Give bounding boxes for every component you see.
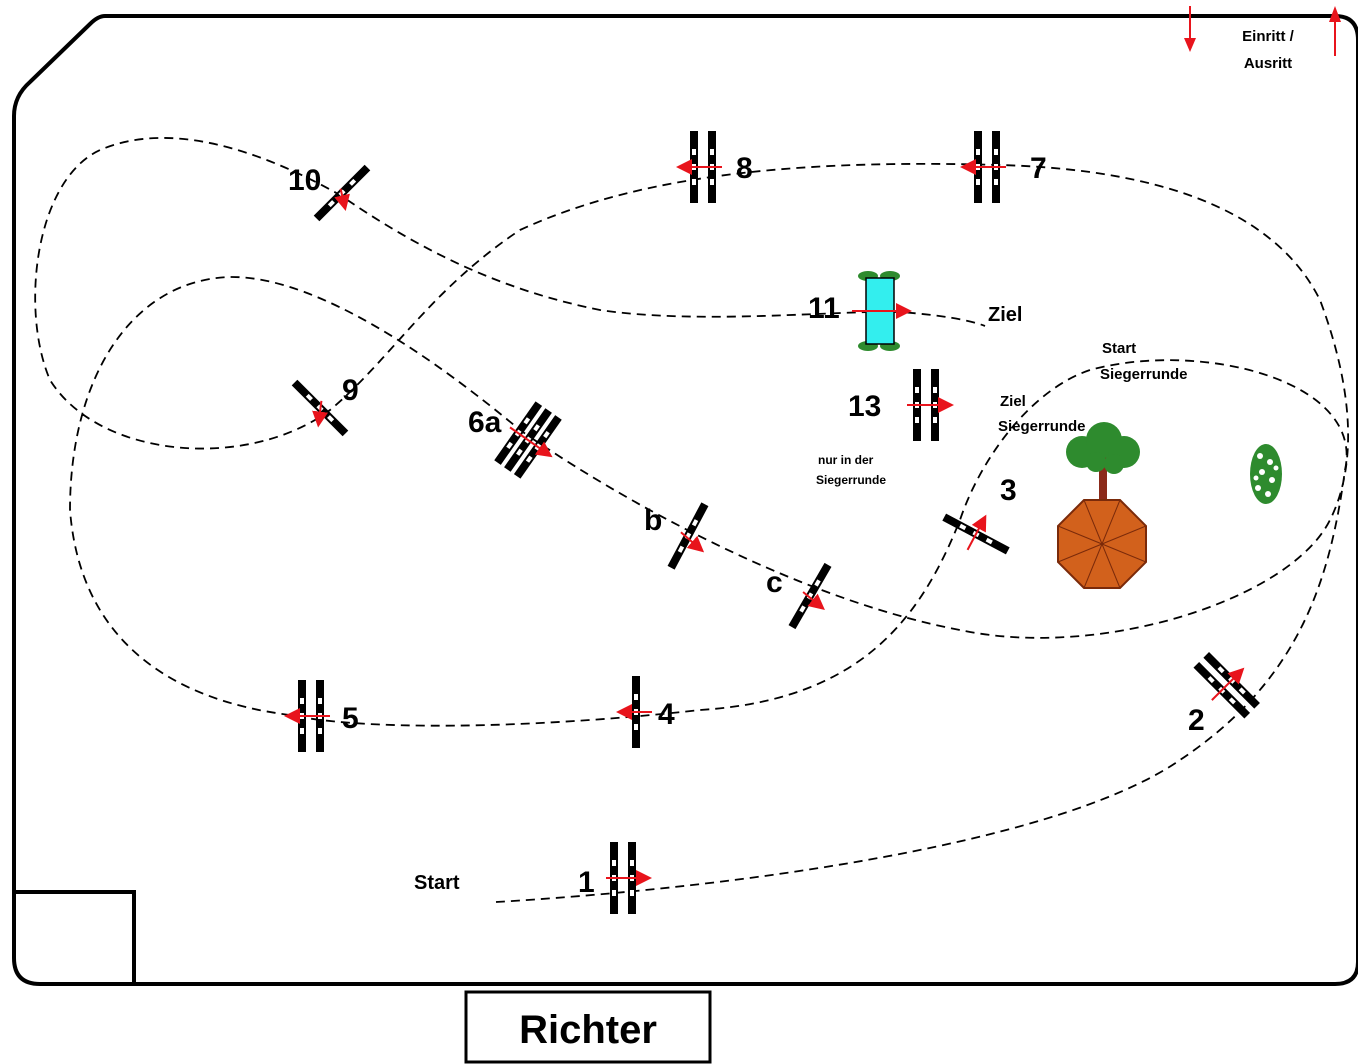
obstacle-1-label: 1 [578, 866, 595, 899]
obstacle-5-label: 5 [342, 702, 359, 735]
obstacle-6b-label: b [644, 504, 662, 537]
obstacle-8: 8 [676, 131, 753, 203]
direction-arrow-icon [966, 514, 987, 551]
obstacle-10-label: 10 [288, 164, 321, 197]
obstacle-4-label: 4 [658, 698, 675, 731]
obstacle-6a-label: 6a [468, 406, 502, 439]
obstacle-3 [942, 513, 1010, 555]
obstacle-10 [313, 164, 371, 222]
obstacle-6c [788, 562, 832, 630]
finish-jumpoff-label-1: Ziel [1000, 393, 1026, 410]
direction-arrow-icon [509, 426, 553, 458]
entrance-label-1: Einritt / [1242, 28, 1294, 45]
judge-label: Richter [519, 1008, 657, 1052]
finish-jumpoff-label-2: Siegerrunde [998, 418, 1086, 435]
start-label: Start [414, 872, 460, 894]
obstacle-4: 4 [616, 676, 675, 748]
arena-boundary [12, 14, 1358, 986]
obstacle-7: 7 [960, 131, 1047, 203]
obstacle-6a [494, 401, 562, 479]
obstacle-11: 11 [808, 271, 912, 351]
obstacle-6b [667, 502, 709, 570]
direction-arrow-icon [312, 400, 329, 428]
corner-box [14, 890, 136, 984]
finish-label: Ziel [988, 304, 1022, 326]
bush-icon [1250, 444, 1282, 504]
tree-icon [1066, 422, 1140, 502]
course-path [34, 137, 1349, 903]
obstacle-2 [1193, 652, 1260, 719]
obstacle-5: 5 [284, 680, 359, 752]
direction-arrow-icon [334, 188, 350, 212]
direction-arrow-icon [802, 591, 825, 611]
obstacle-6c-label: c [766, 566, 783, 599]
entrance-label-2: Ausritt [1244, 55, 1292, 72]
jumpoff-only-label-1: nur in der [818, 453, 874, 467]
direction-arrow-icon [1211, 667, 1245, 701]
judge-box: Richter [464, 990, 712, 1064]
jumpoff-only-label-2: Siegerrunde [816, 473, 886, 487]
obstacle-13-label: 13 [848, 390, 881, 423]
obstacle-1: 1 [578, 842, 652, 914]
parasol-icon [1057, 499, 1147, 589]
obstacle-9 [291, 379, 349, 437]
obstacle-3-label: 3 [1000, 474, 1017, 507]
obstacle-8-label: 8 [736, 152, 753, 185]
obstacle-2-label: 2 [1188, 704, 1205, 737]
obstacle-13: 13 [848, 369, 954, 441]
start-jumpoff-label-1: Start [1102, 340, 1136, 357]
direction-arrow-icon [680, 531, 705, 553]
obstacle-7-label: 7 [1030, 152, 1047, 185]
entrance: Einritt / Ausritt [1184, 6, 1341, 72]
obstacle-9-label: 9 [342, 374, 359, 407]
start-jumpoff-label-2: Siegerrunde [1100, 366, 1188, 383]
obstacle-11-label: 11 [808, 292, 840, 325]
